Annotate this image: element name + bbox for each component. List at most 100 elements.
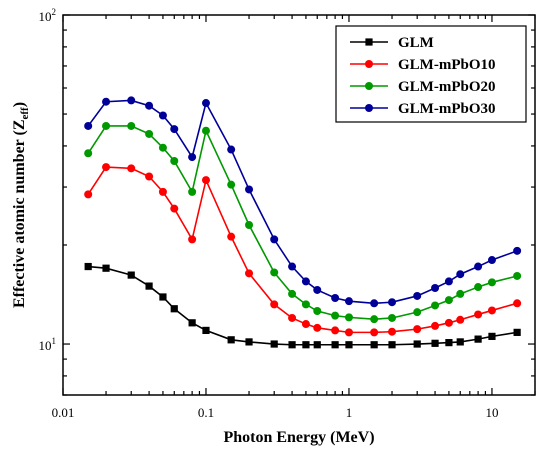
data-point — [102, 121, 111, 130]
data-point — [158, 187, 167, 196]
data-point — [170, 204, 179, 213]
data-point — [456, 338, 464, 346]
data-point — [170, 305, 178, 313]
data-point — [288, 289, 297, 298]
data-point — [170, 125, 179, 134]
x-axis-title: Photon Energy (MeV) — [223, 429, 374, 446]
data-point — [370, 341, 378, 349]
data-point — [313, 307, 322, 316]
series-line — [87, 166, 518, 334]
y-tick-label: 102 — [39, 7, 57, 24]
data-point — [413, 325, 422, 334]
data-point — [513, 328, 521, 336]
data-point — [170, 156, 179, 165]
data-point — [245, 221, 254, 230]
data-point — [331, 341, 339, 349]
series-glm — [84, 262, 521, 349]
data-point — [127, 121, 136, 130]
data-point — [413, 308, 422, 317]
series-layer — [84, 96, 522, 349]
plot-frame — [62, 14, 536, 396]
data-point — [145, 282, 153, 290]
data-point — [301, 277, 310, 286]
data-point — [513, 246, 522, 255]
data-point — [487, 278, 496, 287]
legend-label: GLM-mPbO30 — [398, 101, 496, 117]
data-point — [201, 176, 210, 185]
data-point — [388, 327, 397, 336]
data-point — [331, 311, 340, 320]
data-point — [145, 172, 154, 181]
axes: 0.01 0.1 1 10 101 102 Photon Energy (MeV) Effec… — [11, 7, 536, 446]
legend-entry: GLM — [350, 35, 434, 51]
series-glm-mpbo30 — [84, 96, 522, 308]
data-point — [158, 111, 167, 120]
data-point — [474, 262, 483, 271]
data-point — [388, 298, 397, 307]
data-point — [145, 129, 154, 138]
data-point — [445, 339, 453, 347]
legend-label: GLM-mPbO10 — [398, 57, 496, 73]
legend: GLM GLM-mPbO10 GLM-mPbO20 GLM-mPbO30 — [335, 25, 527, 123]
data-point — [227, 232, 236, 241]
data-point — [227, 180, 236, 189]
data-point — [84, 149, 93, 158]
data-point — [84, 190, 93, 199]
data-point — [288, 313, 297, 322]
data-point — [270, 235, 279, 244]
data-point — [301, 300, 310, 309]
data-point — [270, 268, 279, 277]
data-point — [227, 145, 236, 154]
y-tick-label: 101 — [39, 336, 57, 353]
data-point — [313, 285, 322, 294]
data-point — [431, 321, 440, 330]
x-tick-label: 0.01 — [52, 405, 75, 420]
data-point — [270, 340, 278, 348]
data-point — [245, 185, 254, 194]
data-point — [227, 336, 235, 344]
data-point — [270, 300, 279, 309]
data-point — [127, 96, 136, 105]
data-point — [102, 264, 110, 272]
data-point — [431, 301, 440, 310]
data-point — [145, 101, 154, 110]
data-point — [474, 310, 483, 319]
data-point — [444, 277, 453, 286]
data-point — [288, 262, 297, 271]
x-tick-label: 1 — [346, 405, 353, 420]
data-point — [487, 256, 496, 265]
data-point — [313, 341, 321, 349]
data-point — [302, 341, 310, 349]
data-point — [456, 270, 465, 279]
data-point — [488, 332, 496, 340]
legend-label: GLM — [398, 35, 434, 51]
data-point — [365, 104, 373, 112]
data-point — [413, 291, 422, 300]
data-point — [288, 341, 296, 349]
data-point — [127, 271, 135, 279]
data-point — [201, 126, 210, 135]
data-point — [413, 340, 421, 348]
data-point — [202, 326, 210, 335]
series-glm-mpbo10 — [84, 163, 522, 337]
data-point — [456, 289, 465, 298]
data-point — [201, 99, 210, 108]
data-point — [370, 328, 379, 337]
data-point — [313, 323, 322, 332]
x-tick-label: 0.1 — [198, 405, 214, 420]
data-point — [331, 326, 340, 335]
data-point — [188, 187, 197, 196]
legend-entry: GLM-mPbO30 — [350, 101, 496, 117]
x-tick-label: 10 — [485, 405, 498, 420]
data-point — [474, 335, 482, 343]
data-point — [84, 262, 92, 271]
data-point — [344, 297, 353, 306]
data-point — [388, 313, 397, 322]
data-point — [245, 269, 254, 278]
data-point — [188, 153, 197, 162]
data-point — [388, 341, 396, 349]
data-point — [102, 97, 111, 106]
legend-entry: GLM-mPbO10 — [350, 57, 496, 73]
data-point — [158, 143, 167, 152]
